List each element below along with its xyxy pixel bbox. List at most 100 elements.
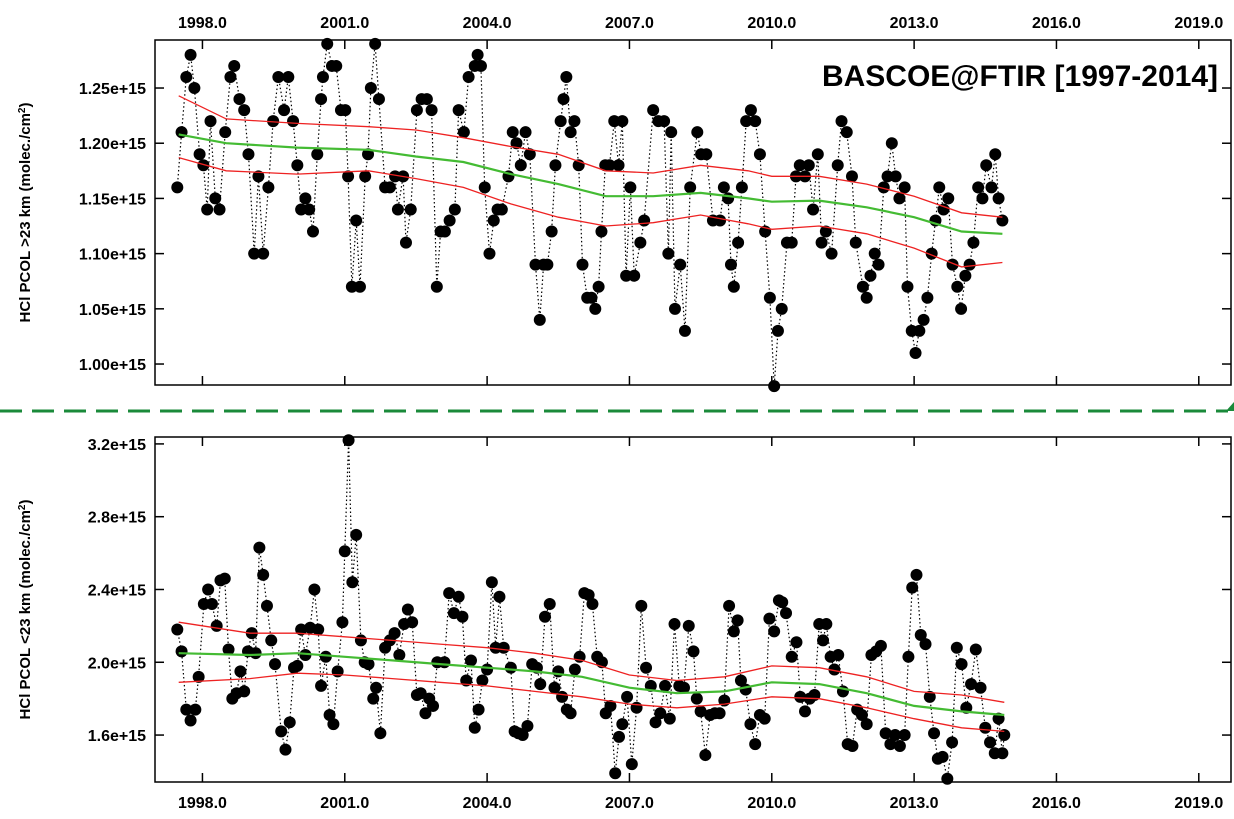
data-point (192, 670, 205, 683)
data-point (690, 692, 703, 705)
data-point (315, 93, 328, 106)
data-point (749, 115, 762, 128)
y-tick-label: 1.05e+15 (79, 302, 146, 319)
data-point (877, 181, 890, 194)
data-point (933, 181, 946, 194)
data-point (694, 705, 707, 718)
data-point (457, 126, 470, 139)
y-axis-label-part: 2 (17, 107, 28, 113)
data-point (353, 280, 366, 293)
data-point (831, 159, 844, 172)
data-point (624, 181, 637, 194)
data-point (965, 678, 978, 691)
plot-frame (154, 39, 1232, 386)
data-point (342, 170, 355, 183)
y-tick-label: 2.0e+15 (88, 655, 146, 672)
data-point (665, 126, 678, 139)
data-point (732, 236, 745, 249)
data-point (427, 699, 440, 712)
data-point (868, 247, 881, 260)
data-point (197, 159, 210, 172)
data-point (678, 324, 691, 337)
y-axis-label-part: ) (17, 500, 34, 505)
data-point (663, 712, 676, 725)
data-point (855, 709, 868, 722)
data-point (443, 587, 456, 600)
data-point (323, 709, 336, 722)
data-point (884, 738, 897, 751)
data-point (554, 115, 567, 128)
data-point (222, 643, 235, 656)
data-point (295, 623, 308, 636)
data-point (485, 576, 498, 589)
plot-frame (154, 436, 1232, 783)
data-point (338, 545, 351, 558)
data-point (557, 93, 570, 106)
y-axis-label-part: HCl PCOL <23 km (molec./cm (17, 510, 34, 719)
data-point (438, 225, 451, 238)
data-point (202, 583, 215, 596)
data-point (543, 598, 556, 611)
data-point (228, 59, 241, 72)
data-point (592, 280, 605, 293)
data-point (272, 70, 285, 83)
data-point (856, 280, 869, 293)
data-point (668, 618, 681, 631)
trend-line (178, 95, 1003, 218)
data-point (538, 610, 551, 623)
data-point (541, 258, 554, 271)
data-point (616, 718, 629, 731)
data-point (917, 313, 930, 326)
x-tick-label: 2016.0 (1032, 795, 1081, 812)
data-point (616, 115, 629, 128)
data-point (758, 712, 771, 725)
data-point (815, 236, 828, 249)
data-point (955, 302, 968, 315)
data-point (275, 725, 288, 738)
data-point (885, 137, 898, 150)
data-point (188, 82, 201, 95)
data-point (383, 181, 396, 194)
y-axis-label-part: 2 (17, 504, 28, 510)
data-point (967, 236, 980, 249)
data-point (238, 104, 251, 117)
data-point (291, 159, 304, 172)
data-point (523, 148, 536, 161)
y-tick-label: 1.15e+15 (79, 191, 146, 208)
data-point (568, 663, 581, 676)
data-point (582, 588, 595, 601)
data-point (898, 729, 911, 742)
data-point (984, 736, 997, 749)
x-tick-label: 2004.0 (463, 15, 512, 32)
x-tick-label: 2019.0 (1174, 795, 1223, 812)
data-point (476, 674, 489, 687)
data-point (744, 718, 757, 731)
data-point (951, 280, 964, 293)
data-point (359, 170, 372, 183)
data-point (898, 181, 911, 194)
data-point (723, 599, 736, 612)
data-point (942, 192, 955, 205)
data-point (727, 280, 740, 293)
data-point (811, 148, 824, 161)
data-point (269, 658, 282, 671)
data-point (564, 126, 577, 139)
y-tick-label: 3.2e+15 (88, 437, 146, 454)
data-point (771, 324, 784, 337)
data-point (985, 181, 998, 194)
data-point (586, 598, 599, 611)
data-point (533, 313, 546, 326)
chart-title: BASCOE@FTIR [1997-2014] (822, 60, 1218, 93)
data-point (763, 291, 776, 304)
x-tick-label: 2019.0 (1174, 15, 1223, 32)
data-point (998, 729, 1011, 742)
data-point (921, 291, 934, 304)
data-point (242, 148, 255, 161)
data-point (184, 714, 197, 727)
data-point (510, 137, 523, 150)
y-axis-label-part: ) (17, 103, 34, 108)
y-axis-label: HCl PCOL <23 km (molec./cm2) (17, 500, 35, 720)
x-tick-label: 2001.0 (320, 15, 369, 32)
data-point (638, 214, 651, 227)
data-point (388, 627, 401, 640)
